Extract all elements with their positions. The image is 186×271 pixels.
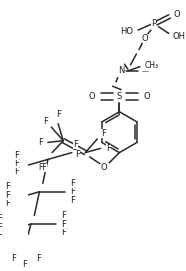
Text: F: F [70, 187, 75, 196]
Text: F: F [14, 151, 19, 160]
Text: F: F [0, 223, 2, 232]
Text: F: F [6, 191, 10, 200]
Text: O: O [142, 34, 148, 43]
Text: O: O [89, 92, 96, 101]
Text: CH₃: CH₃ [145, 61, 159, 70]
Text: F: F [75, 150, 80, 159]
Text: S: S [117, 92, 122, 101]
Text: P: P [151, 19, 156, 28]
Text: F: F [70, 179, 75, 188]
Text: F: F [73, 140, 78, 149]
Text: F: F [36, 254, 41, 263]
Text: F: F [62, 211, 66, 220]
Text: F: F [0, 214, 2, 224]
Text: F: F [62, 228, 66, 237]
Text: F: F [6, 199, 10, 208]
Text: F: F [0, 231, 2, 240]
Text: F: F [62, 220, 66, 228]
Text: F: F [106, 144, 111, 153]
Text: F: F [14, 167, 19, 176]
Text: O: O [101, 163, 107, 172]
Text: O: O [143, 92, 150, 101]
Text: F: F [70, 196, 75, 205]
Text: O: O [174, 10, 180, 19]
Text: FF: FF [39, 163, 47, 172]
Text: F: F [11, 254, 16, 263]
Text: OH: OH [172, 32, 185, 41]
Text: HO: HO [120, 27, 133, 36]
Text: F: F [14, 159, 19, 168]
Text: N: N [118, 66, 124, 75]
Text: F: F [43, 117, 48, 127]
Text: F: F [6, 182, 10, 191]
Text: F: F [38, 138, 43, 147]
Text: F: F [56, 109, 61, 118]
Text: F: F [101, 129, 106, 138]
Text: F: F [22, 260, 27, 269]
Text: —: — [141, 68, 148, 74]
